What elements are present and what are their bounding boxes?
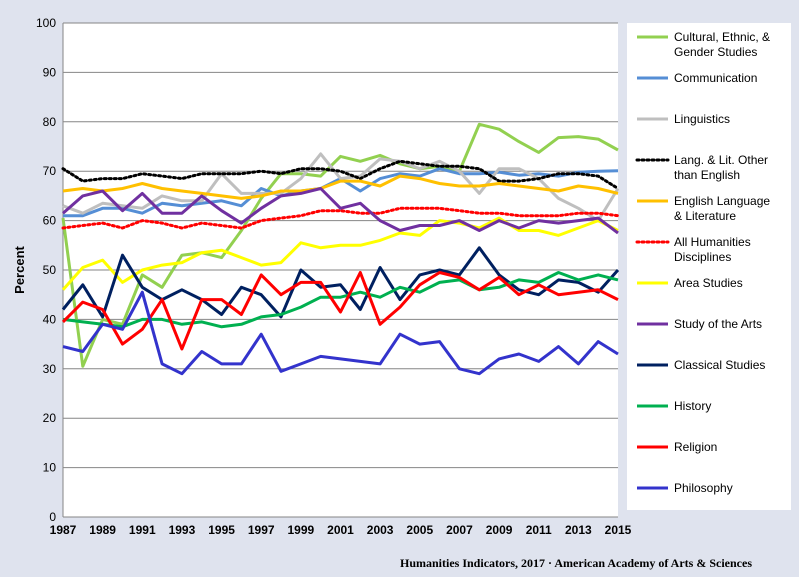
legend-label: Linguistics xyxy=(674,112,730,126)
y-tick-label: 70 xyxy=(43,164,57,178)
x-tick-label: 2015 xyxy=(605,523,632,537)
series-line xyxy=(61,271,619,351)
y-tick-label: 50 xyxy=(43,263,57,277)
x-tick-label: 1995 xyxy=(208,523,235,537)
x-tick-label: 1991 xyxy=(129,523,156,537)
legend: Cultural, Ethnic, &Gender Studies Communi… xyxy=(635,30,770,495)
y-tick-label: 90 xyxy=(43,65,57,79)
y-tick-label: 0 xyxy=(49,510,56,524)
legend-label: All Humanities xyxy=(674,235,751,249)
y-tick-label: 80 xyxy=(43,115,57,129)
y-tick-label: 30 xyxy=(43,362,57,376)
series-line xyxy=(61,216,619,291)
x-tick-label: 1989 xyxy=(89,523,116,537)
legend-label: Classical Studies xyxy=(674,358,765,372)
x-tick-labels: 1987 1989 1991 1993 1995 1997 1999 2001 2003 2005… xyxy=(50,523,632,537)
x-tick-label: 2011 xyxy=(526,523,552,537)
x-tick-label: 1993 xyxy=(169,523,196,537)
legend-label: Area Studies xyxy=(674,276,743,290)
x-tick-label: 1999 xyxy=(288,523,315,537)
series-line xyxy=(62,271,619,329)
legend-label: Disciplines xyxy=(674,250,731,264)
legend-label: Religion xyxy=(674,440,717,454)
series-line xyxy=(62,290,619,376)
legend-label: Cultural, Ethnic, & xyxy=(674,30,770,44)
footer-source: Humanities Indicators, 2017 xyxy=(400,556,546,570)
footer-separator: · xyxy=(548,556,553,570)
footer: Humanities Indicators, 2017 · American A… xyxy=(400,556,752,571)
legend-label: Gender Studies xyxy=(674,45,757,59)
x-tick-label: 2001 xyxy=(327,523,354,537)
y-tick-labels: 0 10 20 30 40 50 60 70 80 90 100 xyxy=(36,16,56,524)
legend-label: & Literature xyxy=(674,209,736,223)
axes xyxy=(62,23,618,518)
y-tick-label: 40 xyxy=(43,312,57,326)
x-tick-label: 2003 xyxy=(367,523,394,537)
x-tick-label: 1997 xyxy=(248,523,275,537)
legend-label: than English xyxy=(674,168,740,182)
footer-org: American Academy of Arts & Sciences xyxy=(554,556,752,570)
x-tick-label: 2007 xyxy=(446,523,473,537)
x-tick-label: 2009 xyxy=(486,523,513,537)
series-line xyxy=(62,152,620,223)
series-line xyxy=(61,159,620,190)
x-tick-label: 2013 xyxy=(565,523,592,537)
legend-label: English Language xyxy=(674,194,770,208)
y-tick-label: 10 xyxy=(43,461,57,475)
series-line xyxy=(61,122,619,368)
y-tick-label: 20 xyxy=(43,411,57,425)
y-axis-label: Percent xyxy=(12,245,27,293)
series-line xyxy=(62,174,619,200)
legend-box xyxy=(627,23,791,510)
y-tick-label: 60 xyxy=(43,214,57,228)
legend-label: Communication xyxy=(674,71,757,85)
series-line xyxy=(62,187,619,235)
series-layer xyxy=(61,122,620,376)
legend-label: History xyxy=(674,399,711,413)
x-tick-label: 1987 xyxy=(50,523,77,537)
x-tick-label: 2005 xyxy=(406,523,433,537)
y-tick-label: 100 xyxy=(36,16,56,30)
legend-label: Study of the Arts xyxy=(674,317,762,331)
series-line xyxy=(61,206,620,230)
legend-label: Philosophy xyxy=(674,481,733,495)
legend-label: Lang. & Lit. Other xyxy=(674,153,768,167)
